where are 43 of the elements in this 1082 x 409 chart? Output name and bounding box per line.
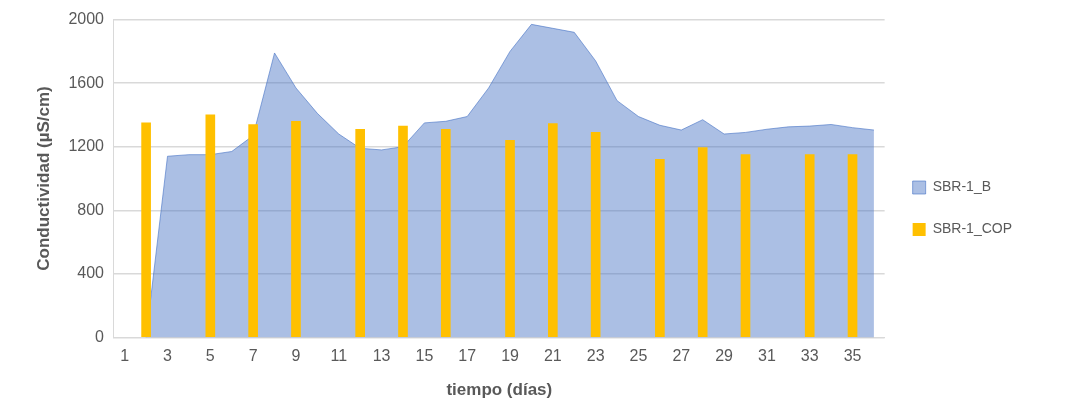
x-tick-label: 21 — [543, 347, 562, 365]
y-tick-label: 1200 — [68, 137, 105, 155]
x-tick-label: 15 — [415, 347, 434, 365]
bar — [440, 128, 451, 337]
bar — [548, 123, 558, 337]
x-tick-label: 17 — [458, 347, 477, 365]
x-tick-label: 19 — [501, 347, 520, 365]
legend-label: SBR-1_COP — [932, 220, 1012, 237]
x-tick-label: 23 — [586, 347, 605, 365]
bar — [505, 140, 515, 337]
x-axis-title: tiempo (días) — [446, 380, 553, 400]
x-tick-label: 33 — [800, 347, 819, 365]
y-tick-label: 1600 — [68, 73, 105, 91]
y-tick-label: 400 — [77, 264, 105, 282]
bar — [248, 124, 258, 337]
x-tick-label: 35 — [843, 347, 862, 365]
x-tick-label: 9 — [291, 347, 301, 365]
x-tick-label: 27 — [672, 347, 691, 365]
x-tick-label: 7 — [248, 347, 258, 365]
x-tick-label: 1 — [120, 347, 130, 365]
bar — [697, 147, 708, 337]
bar — [740, 154, 751, 337]
x-tick-label: 29 — [715, 347, 734, 365]
bar — [847, 154, 858, 337]
bar — [355, 128, 365, 337]
x-tick-label: 25 — [629, 347, 648, 365]
x-tick-label: 11 — [330, 347, 348, 365]
legend-label: SBR-1_B — [932, 178, 991, 195]
x-tick-label: 31 — [758, 347, 776, 365]
bar — [655, 159, 665, 337]
bar — [291, 120, 301, 337]
bar — [205, 114, 216, 337]
bar — [590, 132, 601, 337]
x-tick-label: 3 — [163, 347, 173, 365]
bar — [398, 125, 408, 337]
y-tick-label: 2000 — [68, 10, 105, 28]
x-tick-label: 5 — [205, 347, 215, 365]
y-axis-title: Conductividad (µS/cm) — [33, 86, 53, 271]
bar — [804, 154, 815, 337]
bar — [141, 122, 151, 337]
y-tick-label: 0 — [95, 327, 105, 345]
x-tick-label: 13 — [372, 347, 391, 365]
y-tick-label: 800 — [77, 200, 105, 218]
